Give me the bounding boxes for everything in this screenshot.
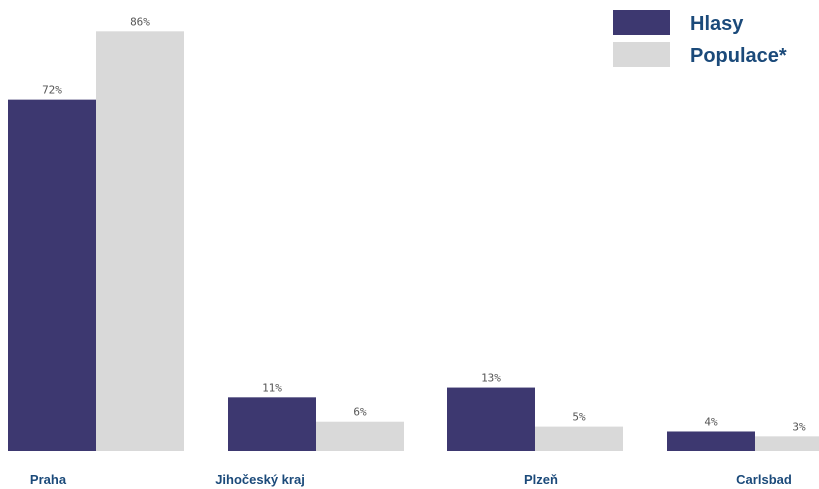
value-label: 72% bbox=[42, 84, 62, 97]
value-label: 13% bbox=[481, 372, 501, 385]
value-label: 5% bbox=[572, 411, 586, 424]
bar-populace-3 bbox=[755, 436, 819, 451]
category-label: Carlsbad bbox=[736, 472, 792, 487]
legend-swatch-populace bbox=[613, 42, 670, 67]
value-label: 86% bbox=[130, 15, 150, 28]
value-label: 4% bbox=[704, 415, 718, 428]
bar-populace-0 bbox=[96, 31, 184, 451]
bar-hlasy-0 bbox=[8, 99, 96, 451]
value-label: 11% bbox=[262, 381, 282, 394]
bars-group bbox=[8, 31, 819, 451]
category-label: Jihočeský kraj bbox=[215, 472, 305, 487]
legend-swatch-hlasy bbox=[613, 10, 670, 35]
bar-populace-1 bbox=[316, 421, 404, 451]
legend: Hlasy Populace* bbox=[613, 10, 787, 67]
legend-label-populace: Populace* bbox=[690, 45, 787, 67]
bar-hlasy-1 bbox=[228, 397, 316, 451]
bar-hlasy-2 bbox=[447, 387, 535, 451]
category-label: Praha bbox=[30, 472, 67, 487]
legend-label-hlasy: Hlasy bbox=[690, 13, 744, 35]
bar-populace-2 bbox=[535, 426, 623, 451]
value-label: 3% bbox=[792, 420, 806, 433]
bar-hlasy-3 bbox=[667, 431, 755, 451]
value-labels-group: 72% 86% 11% 6% 13% 5% 4% 3% bbox=[42, 15, 806, 433]
category-labels-group: Praha Jihočeský kraj Plzeň Carlsbad bbox=[30, 472, 792, 487]
category-label: Plzeň bbox=[524, 472, 558, 487]
value-label: 6% bbox=[353, 406, 367, 419]
